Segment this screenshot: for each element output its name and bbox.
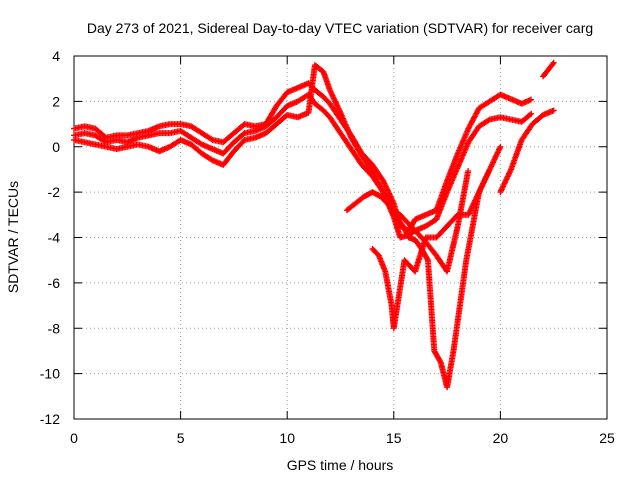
data-point: [424, 255, 431, 262]
data-point: [485, 117, 492, 124]
y-tick-label: -10: [40, 366, 60, 382]
x-tick-label: 20: [493, 430, 509, 446]
y-tick-label: 4: [52, 48, 60, 64]
data-point: [528, 96, 535, 103]
data-point: [550, 107, 557, 114]
y-tick-label: -6: [48, 275, 61, 291]
chart-title: Day 273 of 2021, Sidereal Day-to-day VTE…: [87, 20, 593, 36]
y-axis-label: SDTVAR / TECUs: [5, 181, 21, 293]
y-tick-label: 0: [52, 139, 60, 155]
y-tick-label: -8: [48, 320, 61, 336]
data-point: [497, 143, 504, 150]
data-point: [208, 136, 215, 143]
data-point: [528, 110, 535, 117]
x-tick-label: 25: [599, 430, 615, 446]
x-axis-label: GPS time / hours: [287, 457, 394, 473]
y-tick-label: 2: [52, 93, 60, 109]
series-4: [343, 59, 557, 391]
series-5: [369, 143, 504, 332]
y-tick-label: -12: [40, 411, 60, 427]
x-tick-label: 15: [386, 430, 402, 446]
y-tick-label: -4: [48, 230, 61, 246]
x-tick-label: 0: [70, 430, 78, 446]
data-point: [550, 59, 557, 66]
data-point: [436, 358, 443, 365]
series-1: [71, 80, 535, 234]
series-3: [71, 62, 557, 275]
x-tick-label: 10: [279, 430, 295, 446]
y-tick-label: -2: [48, 184, 61, 200]
data-point: [465, 167, 472, 174]
data-series: [71, 59, 557, 391]
x-tick-label: 5: [177, 430, 185, 446]
axis-ticks: 0 5 10 15 20 25 -12 -10 -8 -6 -4 -2 0 2 4: [40, 48, 615, 446]
data-point: [527, 111, 534, 118]
data-point: [549, 61, 556, 68]
data-point: [240, 131, 247, 138]
